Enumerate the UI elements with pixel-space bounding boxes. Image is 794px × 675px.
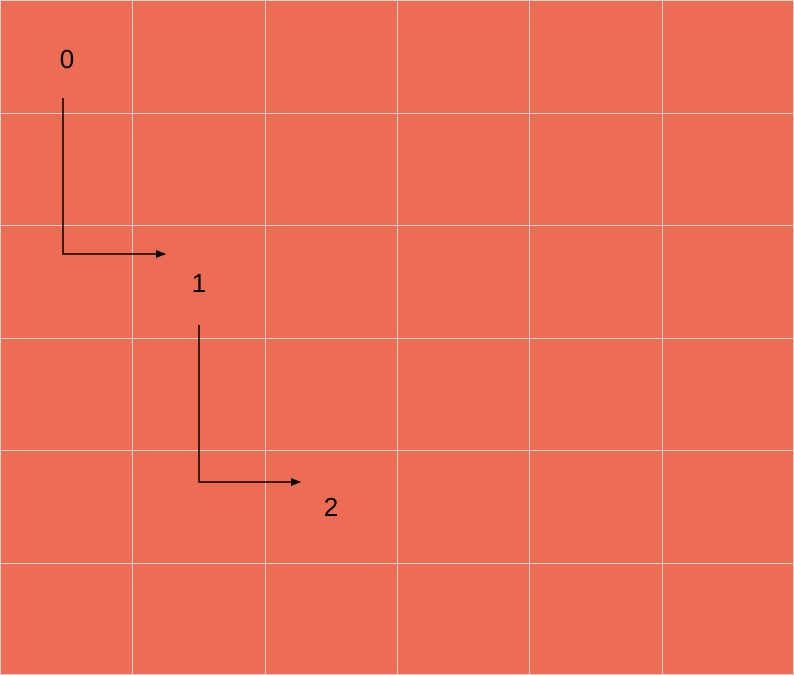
node-label-0: 0 bbox=[60, 44, 74, 74]
node-labels: 0 1 2 bbox=[60, 44, 338, 522]
node-label-1: 1 bbox=[192, 268, 206, 298]
arrow-1-to-2 bbox=[198, 325, 301, 486]
node-label-2: 2 bbox=[324, 492, 338, 522]
arrows bbox=[62, 98, 301, 486]
arrow-0-to-1 bbox=[62, 98, 166, 258]
